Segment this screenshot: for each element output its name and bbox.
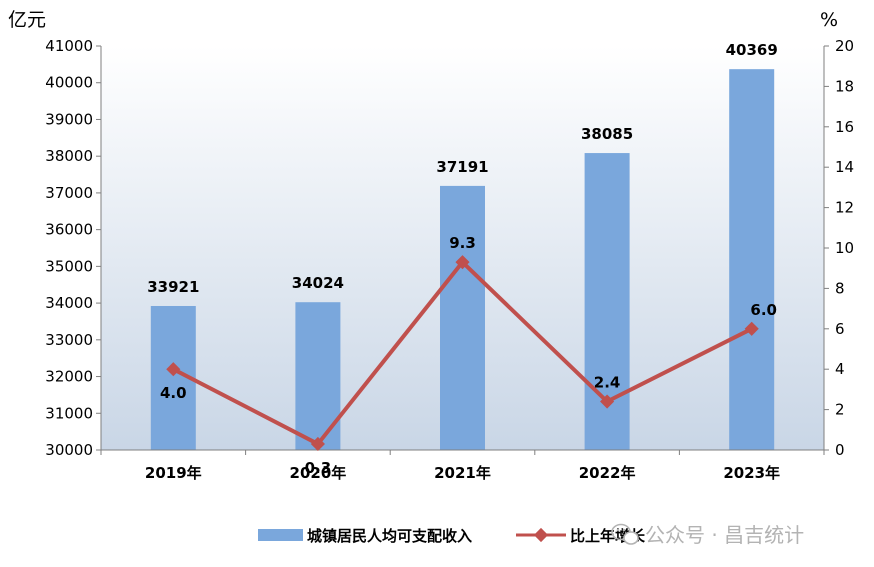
left-tick-label: 37000: [45, 184, 93, 202]
left-tick-label: 34000: [45, 294, 93, 312]
x-tick-label: 2019年: [145, 464, 202, 482]
growth-point: [166, 362, 181, 377]
left-tick-label: 38000: [45, 147, 93, 165]
legend-label-bar: 城镇居民人均可支配收入: [307, 527, 472, 545]
legend-swatch-marker: [533, 527, 549, 543]
left-tick-label: 41000: [45, 37, 93, 55]
right-tick-label: 10: [835, 239, 854, 257]
right-tick-label: 8: [835, 279, 845, 297]
left-tick-label: 30000: [45, 441, 93, 459]
right-tick-label: 6: [835, 320, 845, 338]
x-tick-label: 2020年: [290, 464, 347, 482]
left-tick-label: 36000: [45, 221, 93, 239]
growth-point: [600, 394, 615, 409]
left-tick-label: 39000: [45, 110, 93, 128]
growth-point: [310, 436, 325, 452]
x-axis-ticks: 2019年 2020年 2021年 2022年 2023年: [100, 450, 825, 482]
right-axis-ticks: 0 2 4 6 8 10 12 14 16 18 20: [824, 37, 854, 459]
right-tick-label: 16: [835, 118, 854, 136]
bar: [440, 185, 485, 451]
legend-swatch-bar: [258, 529, 303, 541]
growth-value-label: 4.0: [160, 384, 187, 402]
right-tick-label: 4: [835, 360, 845, 378]
right-tick-label: 0: [835, 441, 845, 459]
left-tick-label: 35000: [45, 257, 93, 275]
x-tick-label: 2023年: [723, 464, 780, 482]
growth-value-label: 6.0: [750, 301, 777, 319]
growth-point: [744, 321, 759, 336]
line-layer: [166, 255, 759, 452]
right-tick-label: 14: [835, 158, 854, 176]
bar-value-label: 33921: [147, 278, 199, 296]
left-tick-label: 32000: [45, 368, 93, 386]
data-labels-layer: 33921 34024 37191 38085 40369 4.0 0.3 9.3 2.4 6.0: [147, 41, 778, 477]
bar: [729, 69, 775, 450]
growth-value-label: 0.3: [305, 459, 332, 477]
bar-value-label: 38085: [581, 125, 633, 143]
left-axis-ticks: 30000 31000 32000 33000 34000 35000 36000 37000…: [45, 37, 101, 459]
watermark: 公众号 · 昌吉统计: [611, 523, 804, 547]
growth-value-label: 9.3: [449, 234, 476, 252]
watermark-text: 公众号 · 昌吉统计: [645, 523, 804, 547]
right-tick-label: 2: [835, 401, 845, 419]
bar-value-label: 40369: [726, 41, 778, 59]
wechat-icon: [611, 523, 639, 545]
right-tick-label: 12: [835, 199, 854, 217]
bar-value-label: 37191: [436, 158, 488, 176]
growth-point: [455, 255, 470, 270]
x-tick-label: 2022年: [579, 464, 636, 482]
bar: [295, 302, 341, 450]
right-axis-unit: %: [820, 9, 838, 31]
right-tick-label: 18: [835, 77, 854, 95]
left-tick-label: 40000: [45, 74, 93, 92]
left-tick-label: 31000: [45, 404, 93, 422]
left-tick-label: 33000: [45, 331, 93, 349]
bar-value-label: 34024: [292, 274, 344, 292]
legend: 城镇居民人均可支配收入 比上年增长: [258, 527, 646, 545]
x-tick-label: 2021年: [434, 464, 491, 482]
growth-value-label: 2.4: [594, 374, 621, 392]
left-axis-unit: 亿元: [8, 9, 46, 31]
right-tick-label: 20: [835, 37, 854, 55]
